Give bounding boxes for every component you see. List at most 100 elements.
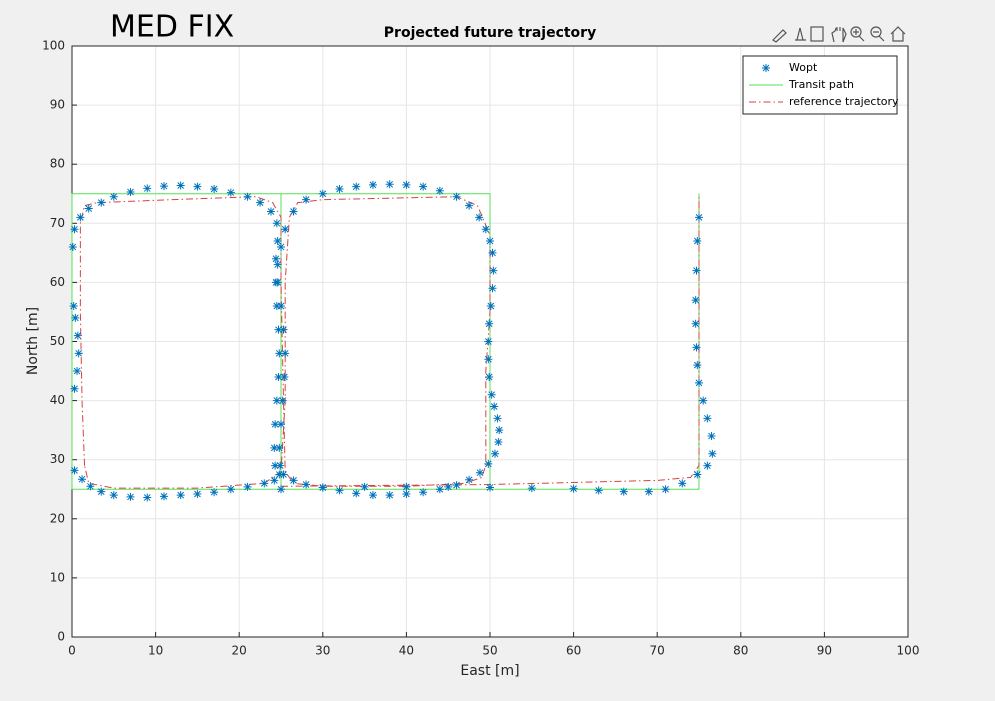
y-tick-label: 50 bbox=[50, 334, 65, 348]
marker bbox=[693, 361, 702, 370]
marker bbox=[707, 432, 716, 441]
chart-title: Projected future trajectory bbox=[384, 25, 596, 41]
marker bbox=[352, 489, 361, 498]
x-axis-label: East [m] bbox=[460, 663, 519, 679]
y-tick-label: 20 bbox=[50, 511, 65, 525]
marker bbox=[73, 367, 82, 376]
marker bbox=[594, 486, 603, 495]
y-tick-label: 100 bbox=[42, 39, 65, 53]
marker bbox=[210, 488, 219, 497]
y-tick-label: 80 bbox=[50, 157, 65, 171]
marker bbox=[302, 480, 311, 489]
marker bbox=[271, 254, 280, 263]
marker bbox=[485, 319, 494, 328]
marker bbox=[484, 355, 493, 364]
x-tick-label: 60 bbox=[566, 644, 581, 658]
marker bbox=[274, 325, 283, 334]
legend-label: Transit path bbox=[788, 78, 854, 91]
marker bbox=[619, 487, 628, 496]
marker bbox=[276, 461, 285, 470]
marker bbox=[176, 491, 185, 500]
marker bbox=[275, 349, 284, 358]
marker bbox=[692, 266, 701, 275]
marker bbox=[176, 181, 185, 190]
toolbar-brush[interactable] bbox=[772, 29, 787, 43]
marker bbox=[486, 483, 494, 492]
marker bbox=[271, 461, 280, 470]
toolbar-pan[interactable] bbox=[831, 27, 847, 43]
marker bbox=[280, 372, 289, 381]
marker bbox=[708, 449, 717, 458]
marker bbox=[318, 189, 327, 198]
marker bbox=[68, 242, 77, 251]
marker bbox=[488, 248, 497, 257]
marker bbox=[493, 414, 502, 423]
marker bbox=[486, 302, 495, 311]
marker bbox=[193, 182, 202, 191]
y-tick-label: 60 bbox=[50, 275, 65, 289]
marker bbox=[278, 396, 287, 405]
marker bbox=[71, 313, 80, 322]
toolbar bbox=[772, 26, 906, 43]
marker bbox=[159, 492, 168, 501]
marker bbox=[490, 402, 499, 411]
marker bbox=[272, 219, 281, 228]
marker bbox=[703, 461, 712, 470]
marker bbox=[444, 482, 453, 491]
marker bbox=[452, 481, 461, 490]
marker bbox=[266, 207, 275, 216]
y-tick-label: 0 bbox=[57, 630, 65, 644]
marker bbox=[402, 489, 411, 498]
marker bbox=[143, 493, 152, 502]
marker bbox=[260, 479, 269, 488]
legend-label: Wopt bbox=[789, 61, 818, 74]
marker bbox=[74, 349, 83, 358]
marker bbox=[484, 459, 493, 468]
marker bbox=[485, 372, 494, 381]
toolbar-home[interactable] bbox=[890, 26, 906, 42]
x-tick-label: 80 bbox=[733, 644, 748, 658]
marker bbox=[70, 225, 79, 234]
marker bbox=[270, 443, 279, 452]
marker bbox=[277, 485, 285, 494]
marker bbox=[419, 488, 428, 497]
toolbar-zoom-in[interactable] bbox=[850, 26, 862, 38]
toolbar-data-tip[interactable] bbox=[795, 27, 806, 41]
marker bbox=[368, 180, 377, 189]
marker bbox=[97, 198, 106, 207]
marker bbox=[491, 449, 500, 458]
marker bbox=[277, 420, 285, 429]
marker bbox=[270, 476, 279, 485]
marker bbox=[226, 188, 235, 197]
marker bbox=[486, 237, 494, 246]
marker bbox=[699, 396, 708, 405]
marker bbox=[73, 331, 82, 340]
toolbar-zoom-out[interactable] bbox=[870, 26, 882, 38]
marker bbox=[273, 260, 282, 269]
marker bbox=[435, 186, 444, 195]
marker bbox=[277, 302, 285, 311]
marker bbox=[402, 482, 411, 491]
legend-marker bbox=[762, 64, 770, 72]
y-tick-label: 90 bbox=[50, 98, 65, 112]
marker bbox=[335, 185, 344, 194]
marker bbox=[275, 470, 284, 479]
marker bbox=[465, 475, 474, 484]
marker bbox=[281, 225, 290, 234]
legend-label: reference trajectory bbox=[789, 95, 899, 108]
annotation: MED FIX bbox=[110, 10, 234, 45]
marker bbox=[275, 443, 284, 452]
marker bbox=[494, 437, 503, 446]
toolbar-legend[interactable] bbox=[810, 26, 824, 42]
marker bbox=[226, 485, 235, 494]
marker bbox=[289, 207, 298, 216]
marker bbox=[273, 237, 282, 246]
y-axis-label: North [m] bbox=[25, 307, 41, 375]
marker bbox=[489, 266, 498, 275]
marker bbox=[210, 185, 219, 194]
x-tick-label: 30 bbox=[315, 644, 330, 658]
marker bbox=[274, 372, 283, 381]
marker bbox=[475, 468, 484, 477]
marker bbox=[143, 184, 152, 193]
marker bbox=[703, 414, 712, 423]
